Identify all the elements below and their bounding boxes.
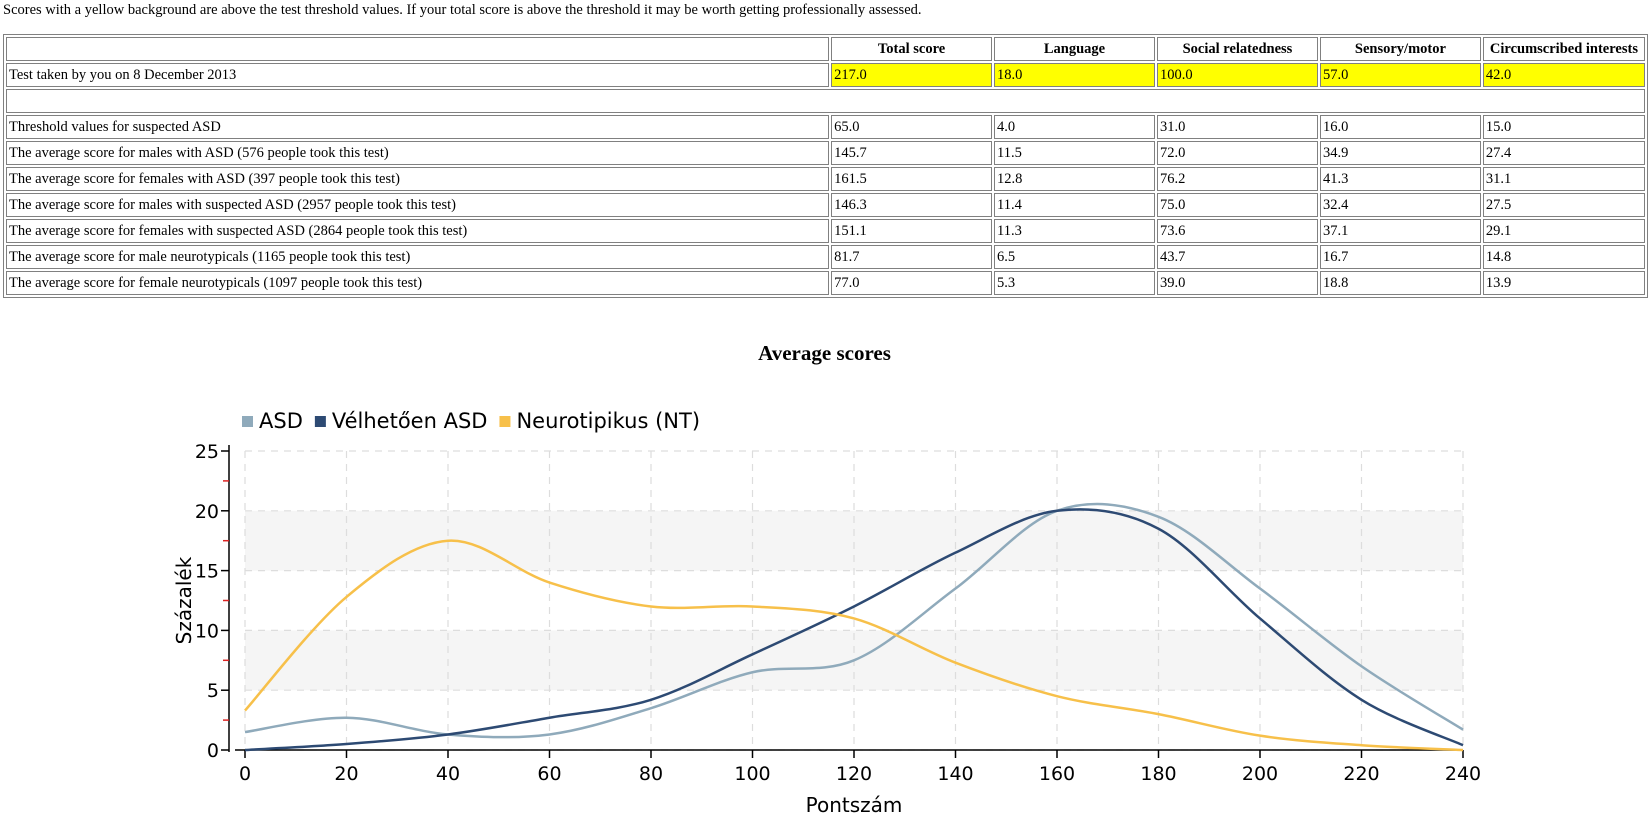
score-cell: 6.5	[994, 245, 1155, 269]
x-tick-label: 0	[239, 763, 251, 785]
score-cell: 161.5	[831, 167, 993, 191]
score-cell: 4.0	[994, 115, 1155, 139]
series-line-v-lhet-en-asd	[244, 508, 1464, 752]
table-row: The average score for female neurotypica…	[6, 271, 1645, 295]
score-cell: 18.0	[994, 63, 1155, 87]
score-cell: 41.3	[1319, 167, 1481, 191]
x-tick-label: 240	[1445, 763, 1481, 785]
score-cell: 57.0	[1319, 63, 1481, 87]
legend-swatch	[242, 416, 253, 427]
score-cell: 11.5	[994, 141, 1155, 165]
spacer-cell	[6, 89, 1645, 113]
header-sensory-motor: Sensory/motor	[1319, 37, 1481, 61]
y-tick-label: 10	[195, 620, 219, 642]
table-row: The average score for males with suspect…	[6, 193, 1645, 217]
score-cell: 76.2	[1156, 167, 1318, 191]
table-row: The average score for males with ASD (57…	[6, 141, 1645, 165]
y-tick-label: 0	[207, 740, 219, 762]
score-cell: 39.0	[1156, 271, 1318, 295]
row-label: Threshold values for suspected ASD	[6, 115, 830, 139]
score-cell: 73.6	[1156, 219, 1318, 243]
score-cell: 13.9	[1482, 271, 1645, 295]
score-cell: 72.0	[1156, 141, 1318, 165]
x-tick-label: 100	[734, 763, 770, 785]
score-cell: 75.0	[1156, 193, 1318, 217]
table-row: The average score for females with suspe…	[6, 219, 1645, 243]
score-cell: 34.9	[1319, 141, 1481, 165]
y-tick-label: 5	[207, 680, 219, 702]
results-table: Total score Language Social relatedness …	[3, 34, 1648, 298]
score-cell: 11.4	[994, 193, 1155, 217]
score-cell: 81.7	[831, 245, 993, 269]
series-line-neurotipikus-nt	[244, 539, 1464, 752]
score-cell: 65.0	[831, 115, 993, 139]
score-cell: 16.7	[1319, 245, 1481, 269]
your-result-row: Test taken by you on 8 December 2013 217…	[6, 63, 1645, 87]
table-header-row: Total score Language Social relatedness …	[6, 37, 1645, 61]
score-cell: 14.8	[1482, 245, 1645, 269]
x-tick-label: 160	[1039, 763, 1075, 785]
score-cell: 217.0	[831, 63, 993, 87]
header-social-relatedness: Social relatedness	[1156, 37, 1318, 61]
x-tick-label: 20	[334, 763, 358, 785]
header-total-score: Total score	[831, 37, 993, 61]
table-row: The average score for females with ASD (…	[6, 167, 1645, 191]
x-tick-label: 40	[436, 763, 460, 785]
score-cell: 5.3	[994, 271, 1155, 295]
x-tick-label: 80	[639, 763, 663, 785]
score-cell: 42.0	[1482, 63, 1645, 87]
legend-swatch	[314, 416, 326, 427]
score-cell: 18.8	[1319, 271, 1481, 295]
table-row: Threshold values for suspected ASD 65.0 …	[6, 115, 1645, 139]
score-cell: 31.1	[1482, 167, 1645, 191]
score-cell: 151.1	[831, 219, 993, 243]
header-label-cell	[6, 37, 830, 61]
row-label: Test taken by you on 8 December 2013	[6, 63, 830, 87]
row-label: The average score for females with ASD (…	[6, 167, 830, 191]
row-label: The average score for male neurotypicals…	[6, 245, 830, 269]
score-cell: 32.4	[1319, 193, 1481, 217]
row-label: The average score for males with ASD (57…	[6, 141, 830, 165]
x-tick-label: 60	[537, 763, 561, 785]
score-cell: 77.0	[831, 271, 993, 295]
header-language: Language	[994, 37, 1155, 61]
y-tick-label: 20	[195, 501, 219, 523]
score-cell: 31.0	[1156, 115, 1318, 139]
score-cell: 16.0	[1319, 115, 1481, 139]
row-label: The average score for females with suspe…	[6, 219, 830, 243]
score-cell: 29.1	[1482, 219, 1645, 243]
legend-label: Vélhetően ASD	[332, 409, 488, 433]
legend-label: ASD	[259, 409, 303, 433]
x-tick-label: 200	[1242, 763, 1278, 785]
x-tick-label: 180	[1140, 763, 1176, 785]
y-tick-label: 25	[195, 441, 219, 463]
score-cell: 146.3	[831, 193, 993, 217]
score-cell: 100.0	[1156, 63, 1318, 87]
y-axis-label: Százalék	[172, 556, 196, 644]
y-tick-label: 15	[195, 561, 219, 583]
score-cell: 27.5	[1482, 193, 1645, 217]
spacer-row	[6, 89, 1645, 113]
legend-swatch	[499, 416, 511, 427]
threshold-notice: Scores with a yellow background are abov…	[3, 2, 922, 18]
score-cell: 37.1	[1319, 219, 1481, 243]
x-tick-label: 120	[836, 763, 872, 785]
score-cell: 27.4	[1482, 141, 1645, 165]
score-cell: 12.8	[994, 167, 1155, 191]
score-cell: 15.0	[1482, 115, 1645, 139]
legend-label: Neurotipikus (NT)	[516, 409, 700, 433]
x-tick-label: 220	[1343, 763, 1379, 785]
table-row: The average score for male neurotypicals…	[6, 245, 1645, 269]
score-cell: 11.3	[994, 219, 1155, 243]
x-axis-label: Pontszám	[806, 793, 903, 817]
x-tick-label: 140	[937, 763, 973, 785]
chart-title: Average scores	[758, 341, 891, 365]
score-cell: 43.7	[1156, 245, 1318, 269]
score-cell: 145.7	[831, 141, 993, 165]
row-label: The average score for males with suspect…	[6, 193, 830, 217]
row-label: The average score for female neurotypica…	[6, 271, 830, 295]
header-circumscribed-interests: Circumscribed interests	[1482, 37, 1645, 61]
